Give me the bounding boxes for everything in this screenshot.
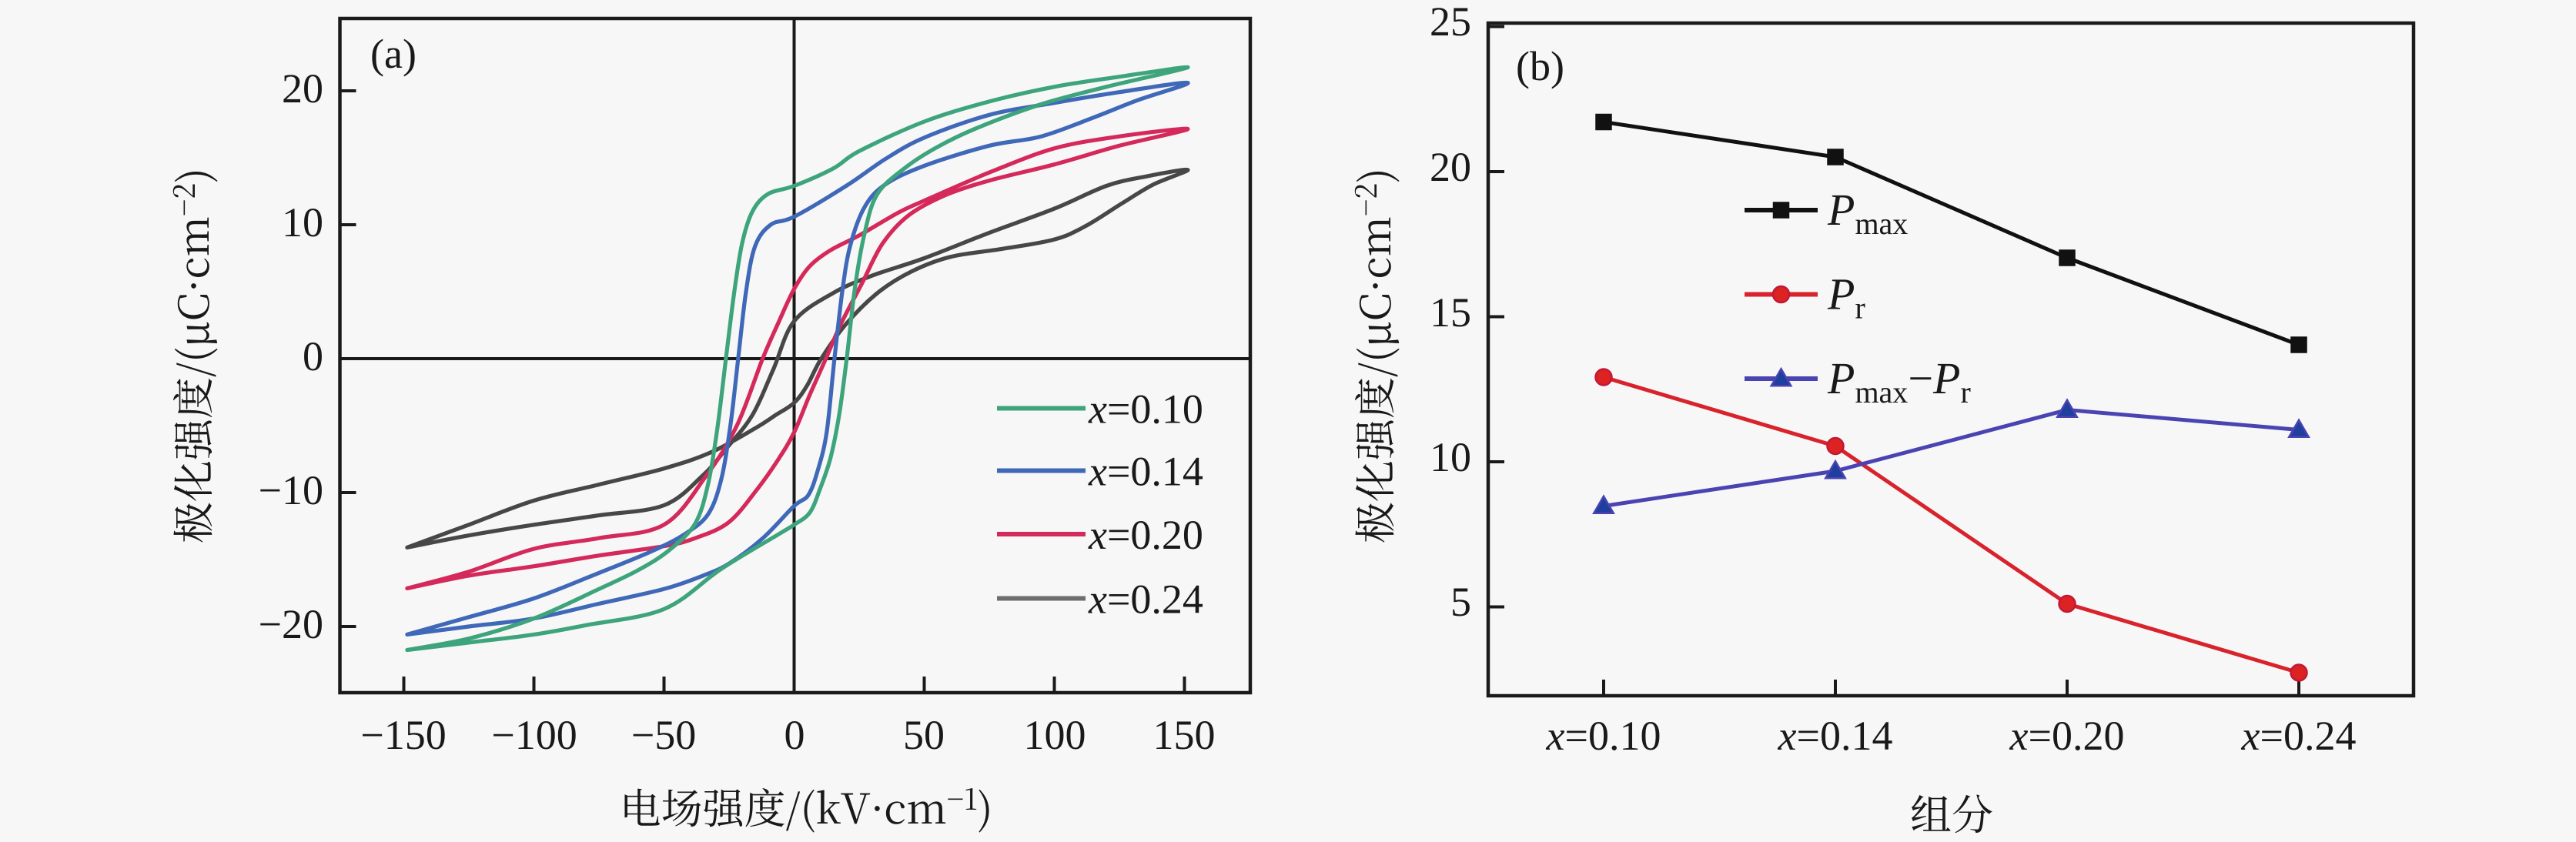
svg-text:x=0.20: x=0.20 — [1088, 512, 1203, 558]
svg-text:(a): (a) — [370, 31, 417, 77]
svg-text:x=0.20: x=0.20 — [2009, 713, 2125, 759]
svg-text:10: 10 — [282, 199, 323, 246]
svg-text:100: 100 — [1024, 712, 1086, 758]
svg-text:x=0.24: x=0.24 — [2241, 713, 2357, 759]
svg-text:x=0.24: x=0.24 — [1088, 576, 1203, 623]
svg-text:15: 15 — [1430, 289, 1471, 336]
svg-text:25: 25 — [1430, 0, 1471, 45]
svg-text:50: 50 — [903, 712, 945, 758]
svg-text:0: 0 — [785, 712, 805, 758]
svg-text:−20: −20 — [259, 601, 323, 647]
svg-text:20: 20 — [1430, 144, 1471, 190]
svg-text:Pmax−Pr: Pmax−Pr — [1827, 353, 1971, 409]
svg-text:x=0.10: x=0.10 — [1088, 386, 1203, 433]
svg-text:−150: −150 — [360, 712, 446, 758]
svg-text:(b): (b) — [1516, 43, 1564, 89]
svg-text:x=0.14: x=0.14 — [1778, 713, 1893, 759]
svg-text:−10: −10 — [259, 467, 323, 513]
svg-text:x=0.14: x=0.14 — [1088, 449, 1203, 495]
svg-text:Pmax: Pmax — [1827, 185, 1908, 241]
svg-text:−100: −100 — [491, 712, 577, 758]
svg-text:Pr: Pr — [1827, 269, 1865, 326]
svg-text:150: 150 — [1153, 712, 1216, 758]
svg-text:10: 10 — [1430, 434, 1471, 480]
svg-text:−50: −50 — [631, 712, 696, 758]
svg-text:20: 20 — [282, 65, 323, 112]
svg-text:x=0.10: x=0.10 — [1546, 713, 1661, 759]
svg-text:5: 5 — [1450, 579, 1471, 625]
svg-text:0: 0 — [303, 333, 323, 379]
